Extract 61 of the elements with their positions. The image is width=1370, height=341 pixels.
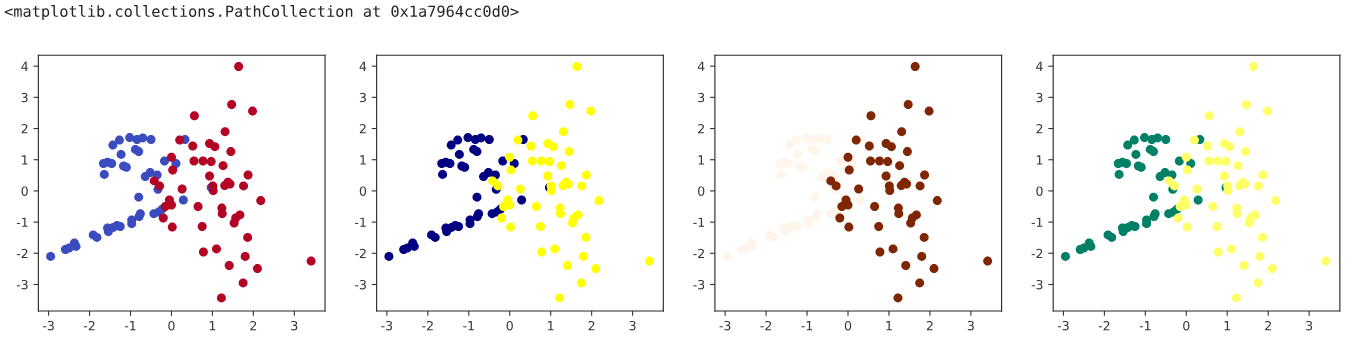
y-tick-label: -2 [693,248,704,259]
y-tick-label: -1 [1031,217,1043,227]
x-tick-label: -2 [83,320,95,331]
y-tick-label: 2 [1036,124,1043,134]
x-tick-label: 1 [886,321,892,331]
y-tick-label: -1 [693,217,705,227]
x-tick-label: 0 [168,320,175,331]
y-tick-label: 4 [21,61,28,71]
y-tick-label: 4 [1036,61,1043,71]
x-tick-label: -2 [1098,320,1110,331]
y-tick-label: 3 [698,92,705,103]
x-tick-label: 3 [291,320,298,331]
y-tick-label: -2 [1031,248,1043,259]
x-tick-label: -2 [760,320,772,331]
x-tick-label: 3 [1306,320,1313,331]
x-tick-label: -1 [463,321,474,331]
y-tick-label: 4 [697,61,705,71]
y-tick-label: -3 [693,279,705,290]
x-tick-label: 3 [629,320,636,331]
x-tick-label: -2 [422,320,433,331]
x-tick-label: 2 [926,320,933,331]
x-tick-label: -3 [42,320,54,331]
y-tick-label: 1 [698,155,705,165]
text: <matplotlib.collections.PathCollection at 0x1a7964cc0d0> [4,5,519,20]
y-tick-label: -2 [355,248,366,259]
y-tick-label: 1 [360,155,366,165]
x-tick-label: 0 [844,320,852,331]
y-tick-label: 1 [1036,155,1043,165]
x-tick-label: 1 [548,321,554,331]
y-tick-label: 0 [698,186,705,196]
x-tick-label: -3 [381,320,393,331]
x-tick-label: -3 [1057,320,1069,331]
x-tick-label: -1 [124,321,136,331]
y-tick-label: 3 [1036,92,1043,103]
y-tick-label: -1 [355,217,366,227]
y-tick-label: -3 [1031,279,1043,290]
y-tick-label: 4 [359,61,367,71]
x-tick-label: 2 [1265,320,1271,331]
y-tick-label: 2 [698,124,704,134]
y-tick-label: 0 [21,186,28,196]
x-tick-label: 0 [1183,320,1190,331]
y-tick-label: 2 [21,124,28,134]
y-tick-label: 3 [21,92,28,103]
x-tick-label: 1 [1224,321,1231,331]
x-tick-label: -1 [1139,321,1151,331]
x-tick-label: -3 [719,320,731,331]
y-tick-label: 2 [359,124,366,134]
x-tick-label: -1 [801,321,813,331]
y-tick-label: 3 [359,92,366,103]
y-tick-label: 0 [1036,186,1043,196]
x-tick-label: 2 [250,320,257,331]
y-tick-label: -1 [16,217,28,227]
x-tick-label: 0 [506,320,513,331]
x-tick-label: 2 [588,320,595,331]
x-tick-label: 1 [209,321,216,331]
y-tick-label: -3 [355,279,366,290]
y-tick-label: -2 [16,248,28,259]
x-tick-label: 3 [967,320,974,331]
y-tick-label: 0 [359,186,367,196]
y-tick-label: 1 [22,155,28,165]
y-tick-label: -3 [16,279,28,290]
